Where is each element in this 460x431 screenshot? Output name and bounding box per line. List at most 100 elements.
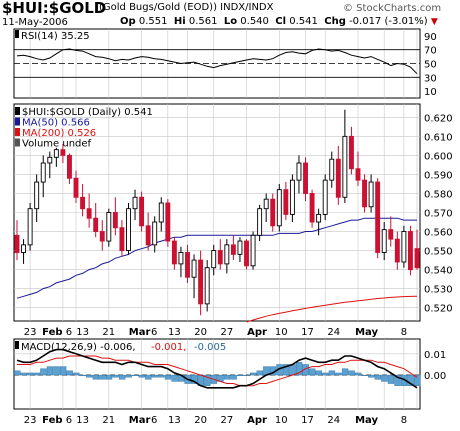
candle-body bbox=[375, 181, 381, 253]
macd-histogram-bar bbox=[374, 374, 382, 380]
price-y-tick-label: 0.580 bbox=[424, 189, 453, 200]
x-tick-label: 17 bbox=[301, 415, 314, 426]
candle-body bbox=[27, 208, 33, 246]
candle-body bbox=[60, 149, 66, 156]
candle-body bbox=[132, 196, 138, 210]
candle-body bbox=[86, 208, 92, 219]
candle-body bbox=[296, 162, 302, 181]
candle-body bbox=[388, 229, 394, 240]
price-legend-entry: MA(50) 0.566 bbox=[22, 118, 90, 129]
macd-histogram-bar bbox=[191, 374, 198, 384]
ma50-line bbox=[16, 217, 417, 299]
macd-histogram-bar bbox=[381, 374, 388, 382]
down-arrow-icon: ▼ bbox=[430, 17, 438, 27]
macd-histogram-bar bbox=[151, 374, 159, 378]
candle-body bbox=[263, 198, 269, 210]
low-label: Lo bbox=[223, 16, 238, 27]
candle-body bbox=[250, 234, 256, 267]
x-tick-label: 24 bbox=[327, 327, 340, 338]
price-y-tick-label: 0.540 bbox=[424, 266, 453, 277]
price-y-tick-label: 0.550 bbox=[424, 247, 453, 258]
macd-histogram-bar bbox=[46, 366, 54, 376]
x-tick-label: Apr bbox=[247, 327, 267, 338]
x-tick-label: 20 bbox=[194, 415, 207, 426]
price-y-tick-label: 0.520 bbox=[424, 304, 453, 315]
price-legend-entry: $HUI:$GOLD (Daily) 0.541 bbox=[22, 107, 153, 118]
macd-histogram-bar bbox=[295, 362, 303, 376]
macd-histogram-bar bbox=[112, 374, 119, 378]
candle-body bbox=[53, 149, 59, 158]
macd-histogram-bar bbox=[368, 374, 375, 378]
copyright-label: © StockCharts.com bbox=[343, 3, 442, 14]
candle-body bbox=[93, 217, 99, 232]
rsi-line bbox=[16, 48, 418, 75]
candle-body bbox=[99, 231, 105, 242]
macd-histogram-bar bbox=[27, 372, 34, 376]
rsi-legend: RSI(14) 35.25 bbox=[21, 31, 90, 42]
macd-histogram-bar bbox=[414, 374, 421, 386]
change-label: Chg bbox=[324, 16, 346, 27]
candle-body bbox=[355, 168, 361, 181]
candle-body bbox=[158, 202, 164, 223]
macd-histogram-bar bbox=[132, 374, 139, 376]
macd-histogram-bar bbox=[394, 374, 401, 386]
macd-histogram-bar bbox=[86, 374, 93, 378]
macd-histogram-bar bbox=[250, 372, 257, 376]
candle-body bbox=[394, 238, 400, 263]
macd-histogram-bar bbox=[138, 374, 145, 378]
candle-body bbox=[119, 227, 125, 252]
candle-body bbox=[217, 250, 223, 265]
candle-body bbox=[139, 196, 145, 227]
x-tick-label: 13 bbox=[76, 415, 89, 426]
macd-histogram-bar bbox=[387, 374, 395, 384]
candle-body bbox=[322, 179, 328, 215]
candle-body bbox=[47, 156, 53, 164]
price-y-tick-label: 0.570 bbox=[424, 209, 453, 220]
price-y-tick-label: 0.530 bbox=[424, 285, 453, 296]
macd-histogram-bar bbox=[171, 374, 178, 382]
candle-body bbox=[414, 248, 420, 269]
x-tick-label: Mar bbox=[129, 415, 151, 426]
macd-histogram-bar bbox=[256, 370, 264, 376]
x-tick-label: 6 bbox=[151, 415, 157, 426]
price-y-tick-label: 0.610 bbox=[424, 132, 453, 143]
candle-body bbox=[106, 212, 112, 242]
candle-body bbox=[224, 244, 230, 265]
x-tick-label: 21 bbox=[102, 327, 115, 338]
macd-histogram-bar bbox=[92, 374, 100, 380]
change-value: -0.017 (-3.01%) bbox=[349, 16, 428, 27]
candle-body bbox=[368, 181, 374, 208]
rsi-y-tick-label: 30 bbox=[424, 73, 437, 84]
macd-histogram-bar bbox=[407, 374, 414, 386]
x-tick-label: 6 bbox=[151, 327, 157, 338]
macd-line bbox=[16, 348, 418, 389]
macd-histogram-bar bbox=[361, 374, 368, 376]
candle-body bbox=[80, 196, 86, 210]
rsi-y-tick-label: 70 bbox=[424, 46, 437, 57]
high-value: 0.561 bbox=[188, 16, 218, 27]
x-tick-label: 6 bbox=[66, 327, 72, 338]
open-label: Op bbox=[120, 16, 136, 27]
price-y-tick-label: 0.590 bbox=[424, 170, 453, 181]
candle-body bbox=[257, 208, 263, 236]
rsi-y-tick-label: 90 bbox=[424, 32, 437, 43]
macd-histogram-bar bbox=[33, 372, 41, 376]
macd-histogram-bar bbox=[335, 372, 342, 376]
candle-body bbox=[171, 240, 177, 265]
x-tick-label: 23 bbox=[24, 327, 37, 338]
price-legend-swatch bbox=[15, 107, 20, 115]
candle-body bbox=[198, 259, 204, 305]
x-tick-label: 10 bbox=[275, 327, 288, 338]
x-tick-label: May bbox=[355, 327, 378, 338]
macd-histogram-bar bbox=[289, 364, 296, 376]
candle-body bbox=[67, 154, 72, 179]
price-legend-swatch bbox=[15, 128, 20, 136]
price-y-tick-label: 0.600 bbox=[424, 151, 453, 162]
candle-body bbox=[40, 162, 46, 183]
candle-body bbox=[21, 244, 27, 253]
macd-histogram-bar bbox=[73, 372, 80, 376]
macd-histogram-bar bbox=[79, 374, 86, 376]
candle-body bbox=[165, 202, 171, 242]
candle-body bbox=[329, 158, 335, 181]
macd-histogram-bar bbox=[236, 374, 244, 376]
